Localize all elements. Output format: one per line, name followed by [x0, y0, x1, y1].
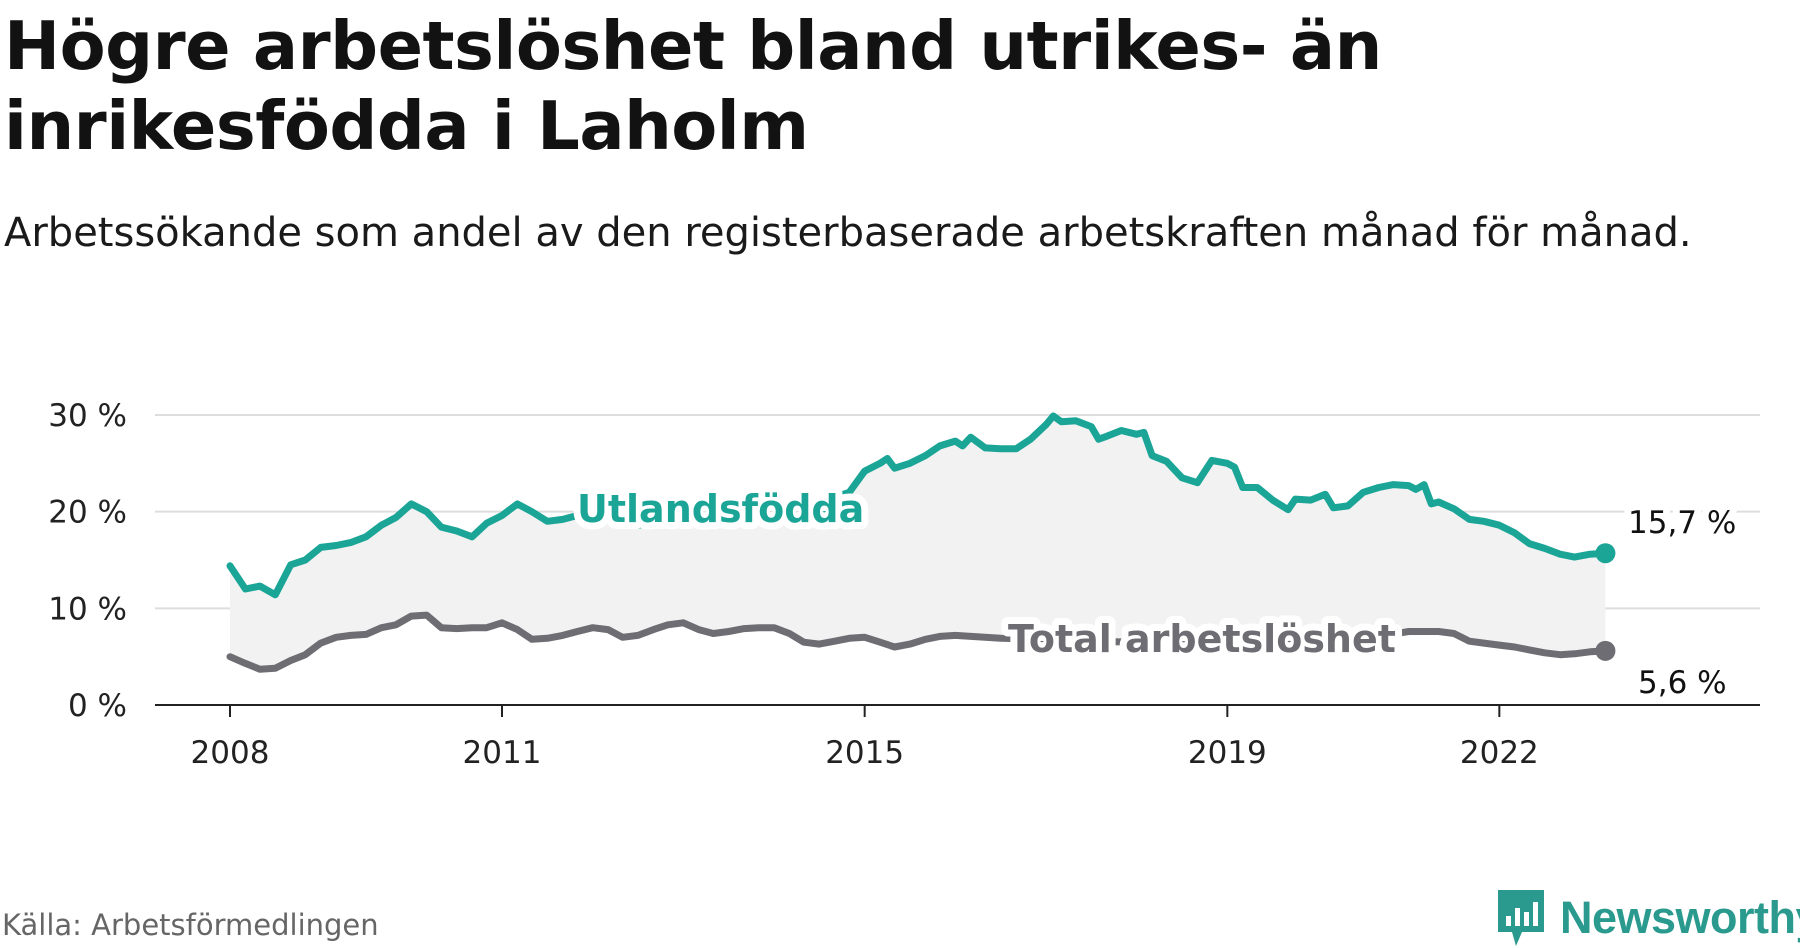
y-tick-label: 0 % [68, 688, 127, 724]
end-value-total: 5,6 % [1638, 665, 1727, 701]
y-tick-label: 10 % [48, 591, 127, 627]
series-labels: Utlandsfödda Total arbetslöshet 15,7 % 5,6 … [570, 480, 1743, 708]
brand-logo: Newsworthy [1496, 888, 1800, 948]
newsworthy-logo-icon [1498, 890, 1544, 946]
y-tick-label: 20 % [48, 495, 127, 531]
series-label-total: Total arbetslöshet [1008, 617, 1396, 661]
y-tick-label: 30 % [48, 398, 127, 434]
x-tick-label: 2022 [1460, 735, 1539, 771]
y-axis-ticks: 0 % 10 % 20 % 30 % [48, 398, 127, 724]
series-label-utlandsfodda: Utlandsfödda [577, 487, 864, 531]
x-axis-ticks: 2008 2011 2015 2019 2022 [191, 705, 1539, 771]
line-chart: 0 % 10 % 20 % 30 % 2008 2011 2015 2019 2022 Utl… [48, 398, 1760, 771]
x-tick-label: 2011 [463, 735, 542, 771]
x-tick-label: 2019 [1188, 735, 1267, 771]
series-line-0 [226, 412, 1609, 599]
end-value-utlandsfodda: 15,7 % [1628, 505, 1736, 541]
chart-title: Högre arbetslöshet bland utrikes- än inr… [4, 7, 1382, 165]
x-tick-label: 2008 [191, 735, 270, 771]
source-note: Källa: Arbetsförmedlingen [2, 908, 379, 942]
x-tick-label: 2015 [825, 735, 904, 771]
series-line-1 [226, 611, 1609, 673]
series-lines [226, 412, 1616, 673]
series-end-point-1 [1595, 640, 1616, 661]
series-end-point-0 [1595, 543, 1616, 564]
chart-subtitle: Arbetssökande som andel av den registerb… [4, 210, 1692, 256]
area-between-series [230, 416, 1606, 670]
brand-name: Newsworthy [1560, 892, 1800, 943]
